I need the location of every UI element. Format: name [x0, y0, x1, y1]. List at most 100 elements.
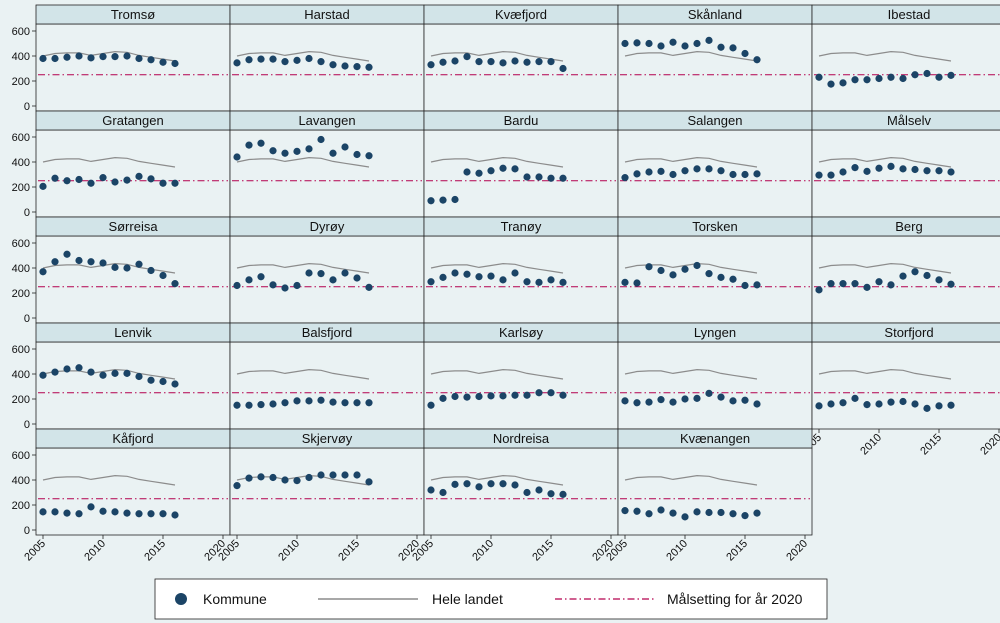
- panel-17-point: [511, 391, 519, 399]
- panel-4-point: [875, 74, 883, 83]
- panel-7-point: [559, 174, 567, 182]
- panel-10-point: [63, 250, 71, 258]
- panel-15-point: [147, 376, 155, 384]
- panel-9-point: [839, 168, 847, 176]
- panel-2-point: [463, 53, 471, 61]
- panel-17-point: [475, 392, 483, 401]
- panel-12-point: [547, 276, 555, 284]
- panel-12-frame: [423, 235, 619, 324]
- panel-1-point: [329, 61, 337, 69]
- panel-3-title: Skånland: [688, 7, 742, 22]
- x-tick-label: 2010: [664, 538, 690, 564]
- panel-6-point: [257, 139, 265, 147]
- panel-19-point: [863, 401, 871, 409]
- panel-18-point: [633, 399, 641, 407]
- panel-22-frame: [423, 447, 619, 536]
- panel-0-point: [147, 56, 155, 64]
- panel-16-frame: [229, 341, 425, 430]
- panel-19-point: [827, 400, 835, 408]
- panel-18-point: [669, 398, 677, 406]
- panel-6-point: [365, 152, 373, 160]
- panel-3-frame: [617, 23, 813, 112]
- panel-21-point: [257, 473, 265, 481]
- y-tick-label: 600: [12, 26, 30, 38]
- panel-11-point: [257, 273, 265, 281]
- panel-1-point: [317, 58, 325, 66]
- panel-14-point: [863, 283, 871, 291]
- panel-14-point: [911, 268, 919, 276]
- panel-9-point: [815, 171, 823, 179]
- panel-4-point: [815, 73, 823, 81]
- panel-6-point: [233, 153, 241, 161]
- panel-23-title: Kvænangen: [680, 431, 750, 446]
- panel-23-point: [621, 507, 629, 515]
- panel-7-point: [487, 167, 495, 175]
- panel-13-point: [693, 261, 701, 270]
- x-tick-label: 2010: [82, 538, 108, 564]
- panel-4-point: [911, 71, 919, 79]
- y-tick-label: 400: [12, 263, 30, 275]
- panel-2-point: [547, 58, 555, 66]
- panel-9-point: [935, 167, 943, 175]
- panel-16-national-line: [236, 368, 370, 380]
- panel-4-frame: [811, 23, 1000, 112]
- y-tick-label: 600: [12, 132, 30, 144]
- panel-11-point: [329, 276, 337, 284]
- panel-23-frame: [617, 447, 813, 536]
- panel-3-point: [681, 42, 689, 50]
- panel-12-point: [559, 278, 567, 286]
- panel-1-frame: [229, 23, 425, 112]
- panel-0-point: [123, 52, 131, 60]
- y-tick-label: 200: [12, 394, 30, 406]
- panel-2-point: [427, 61, 435, 69]
- panel-13-point: [645, 263, 653, 271]
- panel-22-point: [559, 490, 567, 498]
- panel-5-title: Gratangen: [102, 113, 163, 128]
- panel-21-point: [353, 471, 361, 479]
- panel-17-frame: [423, 341, 619, 430]
- panel-10-point: [147, 266, 155, 275]
- panel-12-national-line: [430, 262, 564, 274]
- panel-14-title-bar: [811, 216, 1000, 237]
- panel-8-point: [633, 170, 641, 178]
- panel-0-point: [51, 54, 59, 63]
- panel-4-point: [899, 74, 907, 83]
- panel-4-point: [851, 76, 859, 84]
- panel-15-point: [159, 377, 167, 386]
- panel-10-point: [87, 258, 95, 266]
- x-tick-label: 2010: [470, 538, 496, 564]
- panel-22-point: [463, 480, 471, 488]
- panel-1-point: [257, 55, 265, 63]
- panel-22-national-line: [430, 474, 564, 486]
- panel-6-point: [293, 147, 301, 155]
- panel-6-point: [281, 149, 289, 157]
- panel-16-point: [281, 399, 289, 407]
- panel-12-title: Tranøy: [501, 219, 542, 234]
- panel-11-title: Dyrøy: [310, 219, 345, 234]
- panel-12-point: [427, 278, 435, 286]
- panel-15-point: [87, 368, 95, 376]
- panel-13-point: [705, 270, 713, 278]
- panel-11-point: [341, 269, 349, 277]
- panel-14-point: [923, 271, 931, 280]
- panel-4-title-bar: [811, 4, 1000, 25]
- panel-3-point: [657, 42, 665, 50]
- panel-8-point: [705, 165, 713, 173]
- panel-12-point: [523, 278, 531, 286]
- panel-2-point: [439, 58, 447, 66]
- panel-0-point: [171, 59, 179, 68]
- panel-7-title: Bardu: [504, 113, 539, 128]
- panel-23-point: [669, 509, 677, 517]
- panel-0-point: [87, 54, 95, 62]
- y-tick-label: 200: [12, 288, 30, 300]
- panel-23-point: [753, 509, 761, 517]
- panel-7-point: [499, 164, 507, 172]
- y-tick-label: 600: [12, 344, 30, 356]
- panel-22-point: [511, 481, 519, 489]
- panel-6-point: [341, 143, 349, 151]
- legend-national-label: Hele landet: [432, 591, 503, 607]
- panel-17-point: [499, 392, 507, 400]
- panel-9-point: [887, 162, 895, 170]
- panel-23-point: [657, 506, 665, 514]
- panel-21-point: [317, 471, 325, 479]
